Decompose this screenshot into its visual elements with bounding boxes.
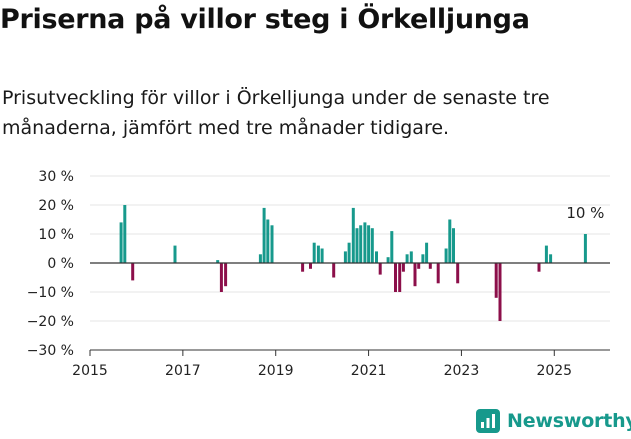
- x-tick-label: 2025: [536, 363, 572, 379]
- x-tick-label: 2017: [165, 363, 201, 379]
- bar: [367, 225, 371, 263]
- bar: [456, 263, 460, 284]
- bar: [428, 263, 432, 269]
- bar: [363, 222, 367, 263]
- bar: [425, 242, 429, 263]
- bar: [394, 263, 397, 292]
- chart-title: Priserna på villor steg i Örkelljunga: [0, 4, 530, 35]
- y-tick-label: 10 %: [38, 227, 74, 243]
- chart-subtitle: Prisutveckling för villor i Örkelljunga …: [2, 87, 550, 139]
- bar: [270, 225, 274, 263]
- bar: [413, 263, 417, 287]
- newsworthy-logo-icon: [476, 409, 500, 433]
- bar: [370, 228, 374, 263]
- bar: [216, 260, 220, 263]
- x-tick-label: 2015: [72, 363, 108, 379]
- y-tick-label: −10 %: [27, 285, 74, 301]
- bar: [390, 231, 394, 263]
- y-tick-label: 30 %: [38, 169, 74, 185]
- bar: [405, 254, 409, 263]
- bar: [498, 263, 502, 321]
- y-axis-ticks: −30 % −20 % −10 % 0 % 10 % 20 % 30 %: [27, 169, 74, 359]
- bar: [258, 254, 262, 263]
- bar: [320, 248, 324, 263]
- brand-logo: Newsworthy: [476, 406, 631, 436]
- data-label: 10 %: [566, 204, 604, 222]
- bar: [119, 222, 123, 263]
- bar: [351, 207, 355, 263]
- bar: [301, 263, 305, 272]
- bar: [378, 263, 382, 275]
- bar: [386, 257, 390, 263]
- bar: [375, 251, 378, 263]
- bar: [537, 263, 541, 272]
- x-axis: 2015 2017 2019 2021 2023 2025: [72, 349, 610, 379]
- x-tick-label: 2021: [351, 363, 387, 379]
- y-tick-label: −20 %: [27, 314, 74, 330]
- bar: [436, 263, 440, 284]
- bar: [332, 263, 336, 278]
- bar: [343, 251, 347, 263]
- bar: [398, 263, 402, 292]
- bar: [409, 251, 413, 263]
- bar: [359, 225, 363, 263]
- bar: [262, 207, 266, 263]
- y-tick-label: 20 %: [38, 198, 74, 214]
- bar-chart: −30 %−20 %−10 %0 %10 %20 %30 % 2015 2017 2…: [27, 169, 610, 379]
- y-tick-label: −30 %: [27, 343, 74, 359]
- bar: [173, 245, 177, 263]
- data-labels: 10 %: [566, 204, 604, 222]
- bar: [583, 234, 587, 263]
- bar: [448, 219, 452, 263]
- bar: [444, 248, 448, 263]
- data-bars: [119, 205, 587, 321]
- bar: [549, 254, 553, 263]
- bar: [544, 245, 548, 263]
- bar: [224, 263, 228, 287]
- bar: [417, 263, 421, 269]
- bar: [316, 245, 320, 263]
- bar: [494, 263, 498, 298]
- bar: [309, 263, 312, 269]
- bar: [401, 263, 405, 272]
- y-tick-label: 0 %: [47, 256, 74, 272]
- bar: [266, 219, 270, 263]
- bar: [131, 263, 135, 281]
- brand-name: Newsworthy: [507, 410, 631, 432]
- bar: [219, 263, 223, 292]
- bar: [123, 205, 127, 263]
- x-tick-label: 2023: [444, 363, 480, 379]
- bar: [347, 242, 351, 263]
- bar: [421, 254, 425, 263]
- x-tick-label: 2019: [258, 363, 294, 379]
- bar: [312, 242, 316, 263]
- bar: [355, 228, 359, 263]
- bar: [452, 228, 455, 263]
